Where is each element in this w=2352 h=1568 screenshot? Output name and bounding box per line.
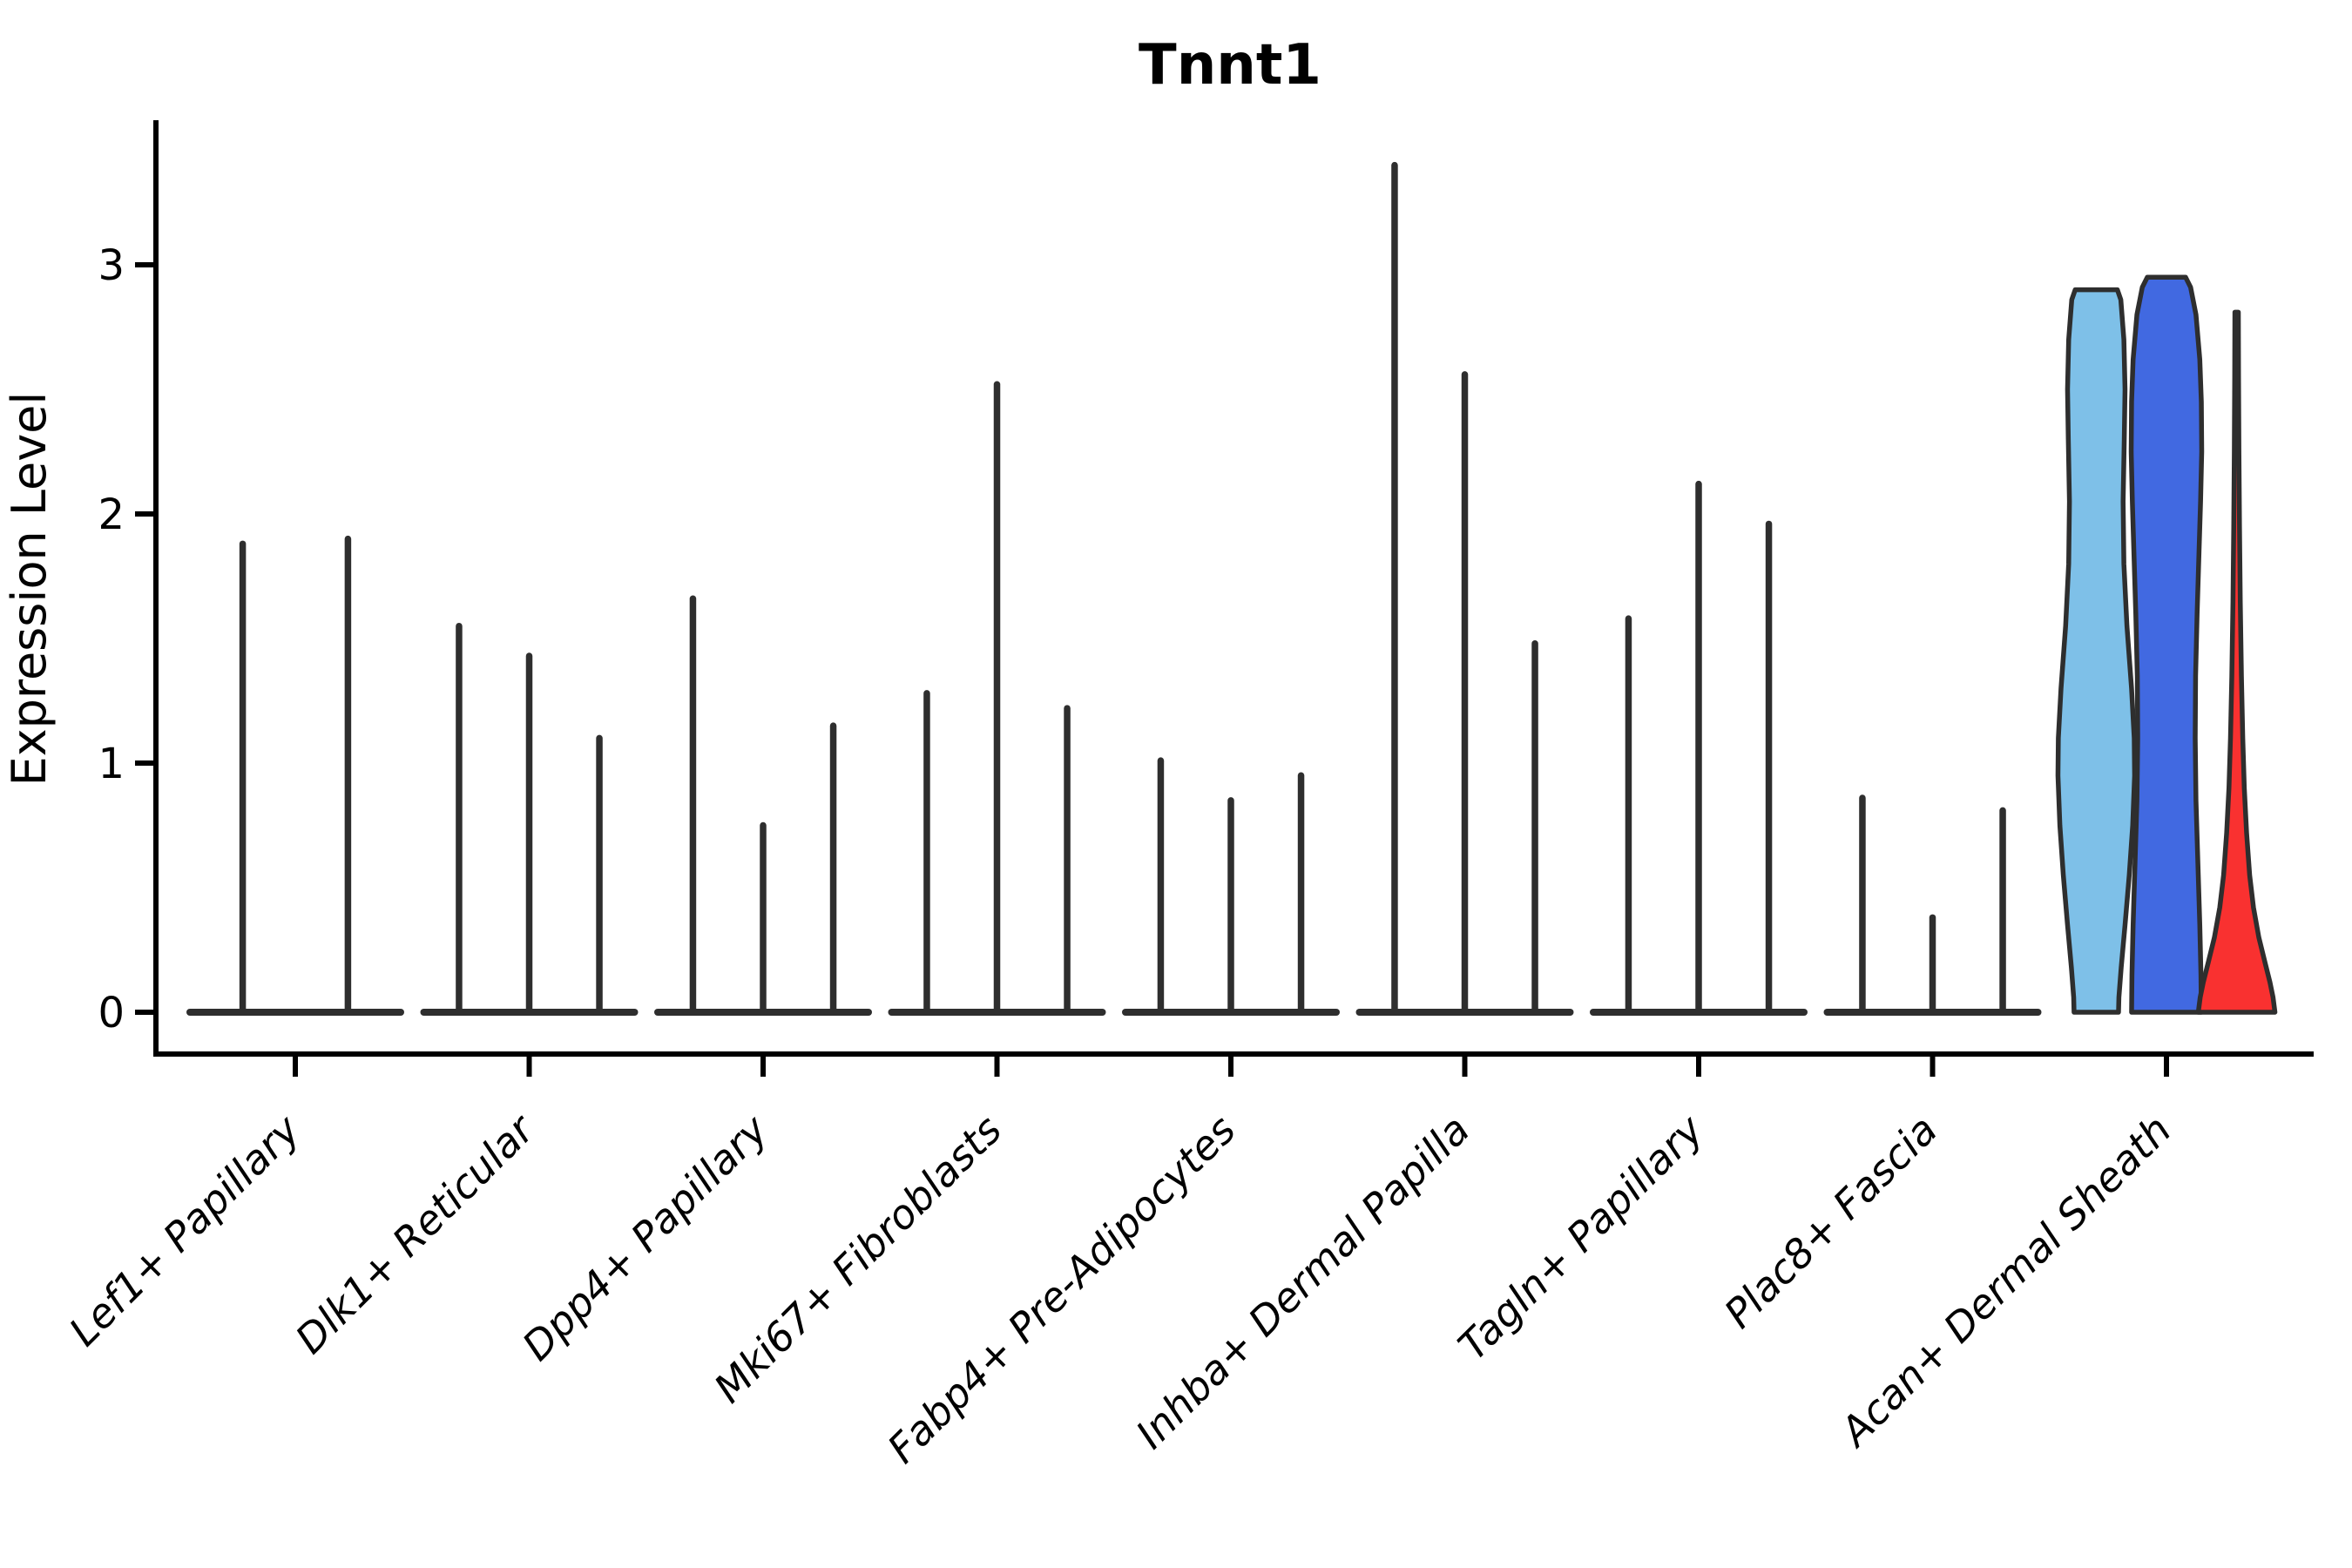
axes [135, 120, 2314, 1077]
x-category-label: Dpp4+ Papillary [513, 1105, 777, 1369]
chart-title: Tnnt1 [1139, 33, 1321, 98]
y-tick-label: 3 [98, 241, 125, 290]
y-axis-tick-labels: 0 1 2 3 [98, 241, 125, 1037]
violin-marks [186, 161, 2278, 1016]
violin-shape-red [2195, 309, 2278, 1015]
violin-shape-blue [2128, 274, 2205, 1015]
y-tick-label: 2 [98, 490, 125, 539]
violin-shape-lightblue [2055, 287, 2138, 1015]
x-category-label: Lef1+ Papillary [60, 1105, 309, 1355]
x-category-label: Dlk1+ Reticular [287, 1104, 545, 1362]
y-tick-label: 0 [98, 989, 125, 1037]
y-tick-label: 1 [98, 740, 125, 788]
y-axis-label: Expression Level [2, 392, 57, 787]
x-category-label: Tagln+ Papillary [1449, 1105, 1713, 1369]
x-category-label: Plac8+ Fascia [1715, 1106, 1946, 1337]
